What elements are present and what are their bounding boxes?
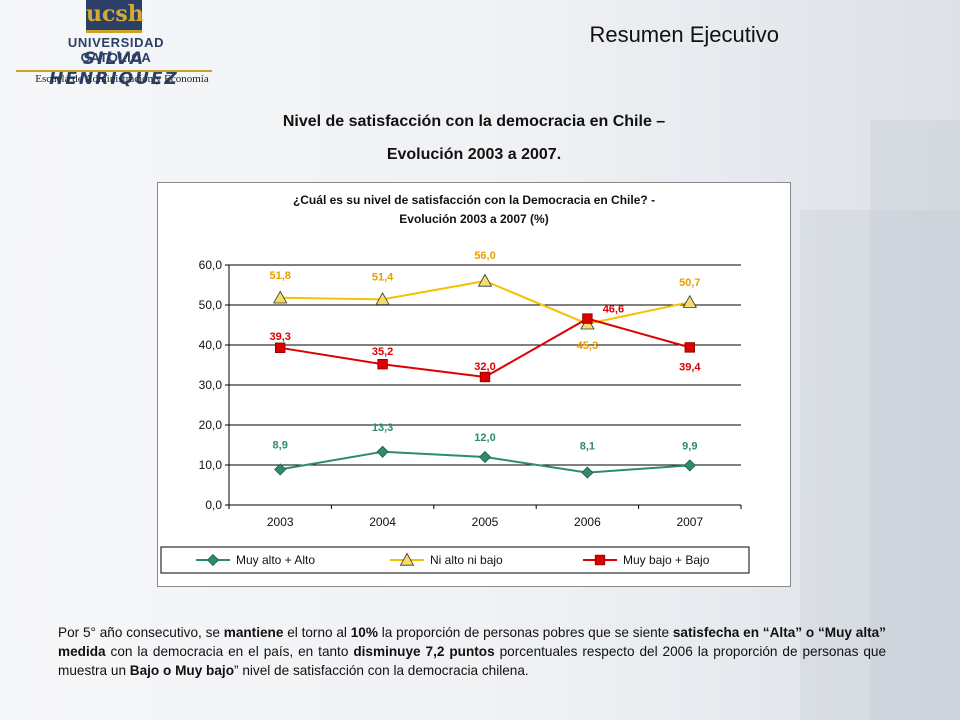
data-point-muy-alto-alto — [376, 445, 389, 458]
data-point-muy-bajo-bajo — [582, 313, 593, 324]
data-label-muy-bajo-bajo: 32,0 — [474, 361, 495, 373]
chart-inner-title: ¿Cuál es su nivel de satisfacción con la… — [158, 191, 790, 229]
x-tick-label: 2007 — [676, 515, 703, 529]
data-point-muy-bajo-bajo — [377, 358, 388, 370]
data-point-muy-bajo-bajo — [684, 342, 696, 353]
line-chart: 0,0 10,0 20,0 30,0 40,0 50,0 60,0 2003 2004 2005 2… — [160, 250, 750, 574]
x-tick-label: 2006 — [574, 515, 601, 529]
chart-heading-line1: Nivel de satisfacción con la democracia … — [282, 113, 666, 130]
data-label-ni-alto-ni-bajo: 56,0 — [474, 250, 495, 262]
legend-swatch-marker — [399, 552, 415, 566]
summary-bold: satisfecha en “Alta” o “Muy alta” medida — [58, 625, 886, 659]
university-logo: ucsh UNIVERSIDAD CATOLICA SILVA HENRIQUE… — [0, 0, 240, 92]
x-tick-label: 2004 — [369, 515, 396, 529]
logo-name-line: SILVA HENRIQUEZ — [49, 49, 179, 89]
logo-underline — [16, 70, 212, 72]
data-point-muy-bajo-bajo — [479, 371, 491, 383]
data-point-muy-alto-alto — [478, 450, 492, 464]
data-label-ni-alto-ni-bajo: 51,8 — [269, 270, 290, 282]
data-point-muy-bajo-bajo — [275, 342, 286, 354]
series-line-ni-alto-ni-bajo — [280, 279, 691, 325]
legend-label: Ni alto ni bajo — [430, 553, 503, 567]
data-label-muy-bajo-bajo: 35,2 — [372, 346, 393, 358]
data-label-ni-alto-ni-bajo: 45,3 — [577, 340, 598, 352]
x-tick-label: 2005 — [472, 515, 499, 529]
y-tick-label: 10,0 — [199, 458, 223, 472]
slide-title: Resumen Ejecutivo — [589, 22, 779, 47]
data-label-muy-alto-alto: 8,9 — [273, 439, 288, 451]
logo-mark — [86, 0, 142, 33]
logo-ucsh-text: ucsh — [86, 1, 144, 27]
x-tick-label: 2003 — [267, 515, 294, 529]
y-tick-label: 50,0 — [199, 298, 223, 312]
logo-school-line: Escuela de Administración y Economía — [35, 73, 209, 85]
data-point-ni-alto-ni-bajo — [682, 294, 697, 308]
data-label-muy-alto-alto: 9,9 — [682, 440, 697, 452]
data-point-ni-alto-ni-bajo — [375, 292, 390, 305]
legend-swatch-marker — [206, 553, 220, 567]
y-tick-label: 0,0 — [205, 498, 222, 512]
data-label-muy-alto-alto: 12,0 — [474, 432, 495, 444]
summary-text: la proporción de personas pobres que se … — [377, 625, 673, 640]
chart-frame: ¿Cuál es su nivel de satisfacción con la… — [157, 182, 791, 587]
data-label-muy-alto-alto: 8,1 — [580, 441, 595, 453]
summary-bold: mantiene — [223, 625, 284, 640]
summary-bold: 10% — [350, 625, 378, 640]
data-label-ni-alto-ni-bajo: 51,4 — [372, 271, 394, 283]
summary-text: con la democracia en el país, en tanto — [105, 644, 354, 659]
chart-heading-line2: Evolución 2003 a 2007. — [386, 146, 562, 163]
legend-label: Muy bajo + Bajo — [623, 553, 710, 567]
data-label-ni-alto-ni-bajo: 50,7 — [679, 277, 700, 289]
summary-text: Por 5° año consecutivo, se — [58, 625, 224, 640]
data-label-muy-bajo-bajo: 39,4 — [679, 361, 701, 373]
data-label-muy-bajo-bajo: 46,6 — [603, 304, 624, 316]
summary-text: porcentuales respecto del 2006 la propor… — [58, 644, 887, 678]
chart-title: ¿Cuál es su nivel de satisfacción con la… — [292, 193, 656, 207]
y-tick-label: 40,0 — [199, 338, 223, 352]
legend-swatch-marker — [594, 554, 606, 566]
y-tick-label: 30,0 — [199, 378, 223, 392]
data-point-muy-alto-alto — [581, 466, 594, 479]
y-tick-label: 60,0 — [199, 258, 223, 272]
data-point-ni-alto-ni-bajo — [273, 290, 288, 304]
summary-bold: disminuye 7,2 puntos — [353, 644, 495, 659]
summary-paragraph: Por 5° año consecutivo, se mantiene el t… — [58, 623, 886, 680]
data-label-muy-alto-alto: 13,3 — [372, 422, 393, 434]
summary-text: el torno al — [283, 625, 351, 640]
data-point-ni-alto-ni-bajo — [477, 273, 493, 287]
summary-bold: Bajo o Muy bajo — [129, 663, 235, 678]
logo-university-line: UNIVERSIDAD CATOLICA — [67, 35, 165, 65]
chart-legend — [160, 546, 750, 574]
data-point-muy-alto-alto — [274, 463, 287, 476]
data-label-muy-bajo-bajo: 39,3 — [269, 331, 290, 343]
background-building — [800, 210, 960, 720]
y-tick-label: 20,0 — [199, 418, 223, 432]
data-point-muy-alto-alto — [683, 459, 696, 472]
background-building — [870, 120, 960, 720]
chart-subtitle: Evolución 2003 a 2007 (%) — [399, 212, 549, 226]
legend-label: Muy alto + Alto — [236, 553, 315, 567]
summary-text: ” nivel de satisfacción con la democraci… — [234, 663, 529, 678]
